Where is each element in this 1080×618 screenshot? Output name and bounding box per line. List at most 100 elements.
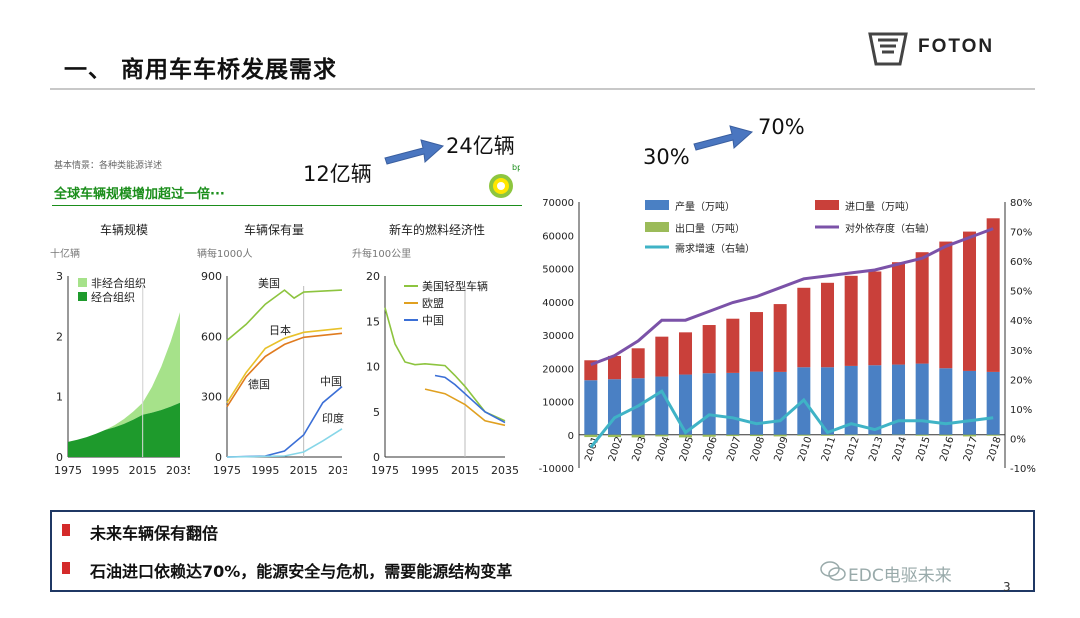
legend-label: 对外依存度（右轴） (845, 222, 935, 235)
y-right-tick-label: 50% (1010, 287, 1032, 298)
line-series (589, 389, 994, 449)
legend-label: 美国轻型车辆 (422, 279, 488, 293)
bar-production (915, 363, 929, 435)
y-tick-label: 40000 (542, 298, 574, 309)
series-label: 日本 (269, 323, 291, 337)
line-series (226, 327, 343, 404)
bar-production (749, 371, 764, 435)
bar-export (868, 434, 882, 436)
page-title: 一、 商用车车桥发展需求 (64, 57, 338, 83)
x-tick-label: 2035 (328, 464, 347, 477)
bp-helios-icon (489, 174, 513, 198)
legend-swatch (645, 200, 669, 210)
y-right-tick-label: 30% (1010, 346, 1032, 357)
y-tick-label: 20000 (542, 364, 574, 375)
bullet-1: 未来车辆保有翻倍 (90, 524, 219, 543)
wechat-icon (820, 561, 846, 581)
bar-import (702, 325, 716, 374)
y-tick-label: 30000 (542, 331, 574, 342)
x-tick-label: 1975 (54, 464, 82, 477)
bar-production (678, 374, 693, 435)
x-tick-label: 1995 (411, 464, 439, 477)
bar-production (820, 367, 835, 435)
bar-import (844, 275, 858, 366)
x-tick-label: 2016 (938, 435, 956, 463)
bar-import (939, 241, 953, 369)
bp-logo: bp (489, 163, 520, 198)
x-tick-label: 2015 (129, 464, 157, 477)
legend-label: 中国 (422, 314, 444, 327)
x-tick-label: 2015 (451, 464, 479, 477)
legend-label: 产量（万吨） (675, 200, 735, 213)
bar-production (962, 370, 977, 435)
series-label: 美国 (258, 277, 280, 290)
oil-now-label: 30% (643, 145, 690, 169)
y-right-tick-label: 70% (1010, 228, 1032, 239)
legend-label: 进口量（万吨） (845, 200, 915, 213)
y-tick-label: 50000 (542, 265, 574, 276)
x-tick-label: 2015 (915, 435, 933, 463)
bar-export (820, 434, 835, 436)
x-tick-label: 2004 (654, 435, 672, 463)
arrow-icon (384, 139, 445, 165)
figure-subtitle: 全球车辆规模增加超过一倍··· (54, 187, 225, 202)
bar-export (631, 434, 645, 438)
legend-label: 欧盟 (422, 297, 444, 310)
bar-production (773, 371, 787, 435)
bar-import (726, 318, 740, 373)
y-tick-label: -10000 (539, 464, 574, 475)
bar-import (678, 332, 693, 375)
x-tick-label: 2009 (773, 435, 791, 463)
bar-export (986, 434, 1000, 436)
foton-logo (868, 32, 908, 66)
figure-divider (52, 205, 522, 206)
bullet-marker (62, 562, 70, 574)
oil-import-chart: -10000 0 10000 20000 30000 40000 50000 60000 700… (539, 198, 1036, 475)
bar-import (655, 336, 669, 377)
bar-export (726, 434, 740, 437)
y-right-tick-label: 40% (1010, 316, 1032, 327)
bar-production (607, 379, 622, 435)
panel1-title: 车辆规模 (100, 223, 149, 237)
legend-label: 需求增速（右轴） (675, 242, 755, 255)
x-tick-label: 2035 (166, 464, 190, 477)
y-tick-label: 600 (201, 330, 222, 343)
bar-import (797, 287, 811, 368)
y-tick-label: 1 (56, 391, 63, 404)
line-series (226, 289, 343, 342)
bar-export (844, 434, 858, 436)
panel2-unit: 辆每1000人 (197, 249, 253, 260)
y-tick-label: 0 (373, 451, 380, 464)
line-series (424, 388, 506, 427)
legend-swatch (815, 200, 839, 210)
bar-export (749, 434, 764, 437)
y-tick-label: 10 (366, 361, 380, 374)
title-divider (50, 88, 1035, 90)
y-tick-label: 20 (366, 270, 380, 283)
panel3-unit: 升每100公里 (352, 249, 412, 260)
legend-swatch (645, 222, 669, 232)
bar-production (891, 364, 906, 435)
bp-wordmark: bp (512, 163, 520, 172)
bar-export (678, 434, 693, 438)
area-series-oecd (68, 402, 180, 457)
x-tick-label: 2014 (891, 435, 909, 463)
panel1-unit: 十亿辆 (50, 249, 80, 260)
y-tick-label: 60000 (542, 231, 574, 242)
bar-import (749, 312, 764, 372)
bullet-2: 石油进口依赖达70%，能源安全与危机，需要能源结构变革 (90, 562, 513, 581)
bar-import (891, 262, 906, 365)
x-tick-label: 2018 (986, 435, 1004, 463)
arrow-icon (693, 125, 754, 151)
bar-export (702, 434, 716, 437)
bar-production (939, 368, 953, 435)
legend-swatch (78, 278, 87, 287)
logo-wordmark: FOTON (918, 36, 995, 57)
bar-import (962, 231, 977, 371)
foton-emblem-icon (868, 32, 908, 66)
x-tick-label: 1975 (371, 464, 399, 477)
bar-import (820, 282, 835, 368)
y-tick-label: 15 (366, 315, 380, 328)
